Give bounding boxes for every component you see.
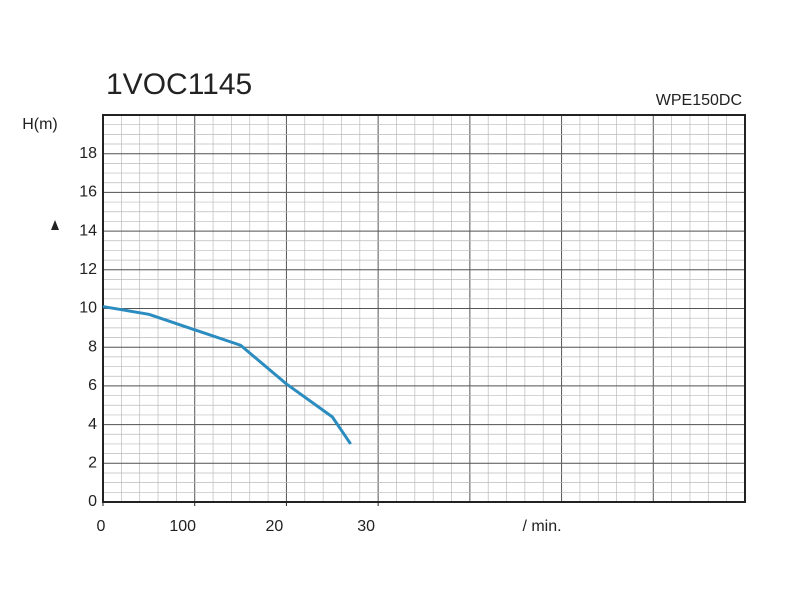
y-tick-label: 2 xyxy=(88,455,97,472)
x-tick-label: 30 xyxy=(357,518,375,535)
axis-arrow xyxy=(51,220,59,230)
x-axis-label: / min. xyxy=(522,518,561,535)
y-axis-label: H(m) xyxy=(22,116,58,133)
y-tick-label: 16 xyxy=(79,184,97,201)
y-tick-label: 6 xyxy=(88,377,97,394)
x-tick-label: 20 xyxy=(266,518,284,535)
curve xyxy=(102,305,352,445)
chart-title: 1VOC1145 xyxy=(106,68,252,101)
y-tick-label: 0 xyxy=(88,493,97,510)
y-tick-label: 14 xyxy=(79,222,97,239)
y-tick-label: 10 xyxy=(79,300,97,317)
y-tick-label: 18 xyxy=(79,145,97,162)
chart-subtitle: WPE150DC xyxy=(656,92,742,109)
y-tick-label: 8 xyxy=(88,338,97,355)
x-tick-label: 0 xyxy=(97,518,106,535)
plot-frame xyxy=(102,114,746,503)
y-tick-label: 12 xyxy=(79,261,97,278)
y-tick-label: 4 xyxy=(88,416,97,433)
x-tick-label: 100 xyxy=(169,518,196,535)
